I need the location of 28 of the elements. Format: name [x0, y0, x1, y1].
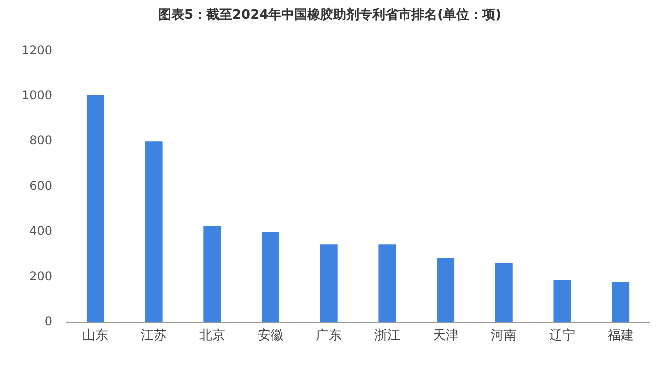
x-tick-label: 浙江: [374, 328, 400, 344]
bar: [204, 226, 222, 322]
chart-title: 图表5：截至2024年中国橡胶助剂专利省市排名(单位：项): [157, 6, 503, 24]
x-tick-label: 北京: [199, 328, 226, 344]
x-tick-label: 天津: [432, 328, 459, 344]
bar: [145, 142, 163, 322]
x-tick-label: 江苏: [141, 328, 168, 344]
x-tick-label: 辽宁: [549, 328, 576, 344]
y-tick-label: 0: [44, 314, 53, 329]
x-tick-label: 山东: [82, 328, 109, 344]
bar: [495, 262, 513, 322]
bar: [554, 280, 572, 322]
x-tick-label: 河南: [491, 328, 518, 344]
y-tick-label: 800: [30, 134, 53, 148]
x-tick-label: 广东: [316, 328, 342, 344]
bar: [262, 232, 280, 322]
bar: [437, 258, 455, 322]
bar: [86, 95, 104, 322]
y-tick-label: 200: [30, 269, 53, 284]
x-tick-label: 福建: [608, 328, 634, 344]
bar: [612, 282, 630, 322]
bar: [320, 244, 338, 322]
y-tick-label: 1200: [22, 43, 53, 58]
y-tick-label: 600: [30, 178, 53, 193]
y-tick-label: 400: [30, 224, 53, 238]
y-tick-label: 1000: [22, 88, 53, 103]
bar: [378, 244, 396, 322]
x-tick-label: 安徽: [258, 328, 284, 344]
